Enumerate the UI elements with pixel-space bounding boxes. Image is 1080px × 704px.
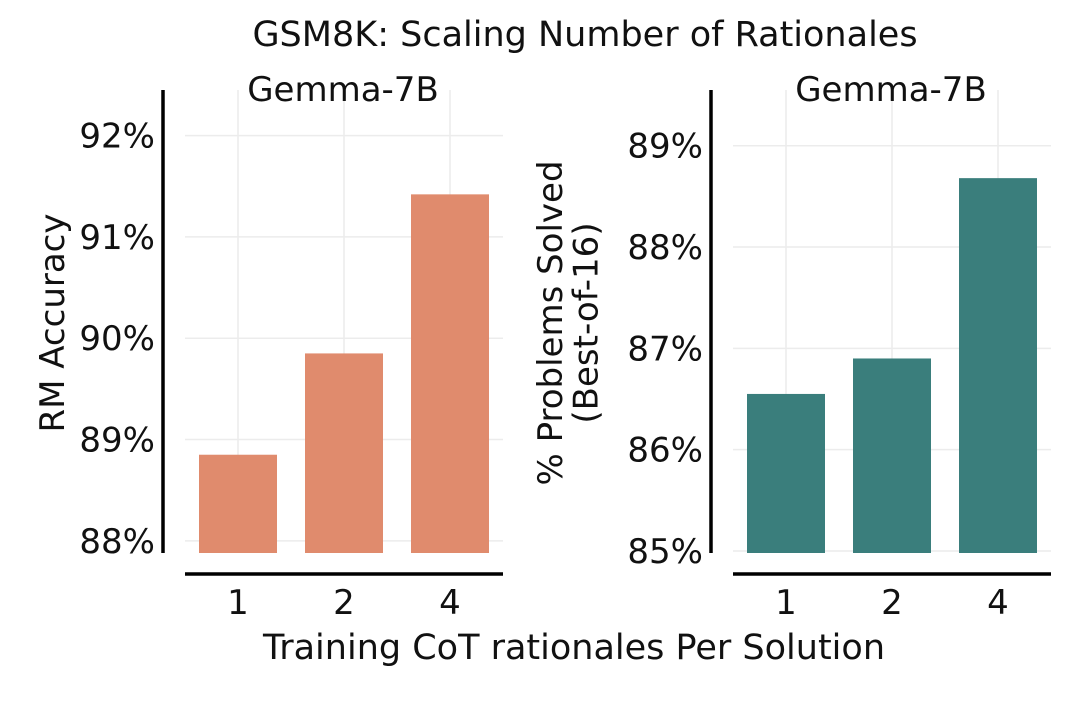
- y-axis-label: % Problems Solved(Best-of-16): [531, 160, 607, 485]
- x-tick-label: 1: [227, 583, 249, 623]
- y-tick-label: 91%: [79, 218, 155, 258]
- x-tick-label: 2: [881, 583, 903, 623]
- y-axis-label-line: RM Accuracy: [33, 214, 73, 433]
- y-axis-label-line: % Problems Solved: [531, 160, 571, 485]
- panel-title: Gemma-7B: [247, 70, 439, 110]
- y-tick-label: 90%: [79, 319, 155, 359]
- y-tick-label: 88%: [627, 228, 703, 268]
- bar-4: [959, 178, 1037, 554]
- x-tick-label: 2: [333, 583, 355, 623]
- bar-2: [853, 358, 931, 553]
- y-tick-label: 86%: [627, 431, 703, 471]
- y-tick-label: 89%: [79, 421, 155, 461]
- y-axis-label: RM Accuracy: [33, 214, 73, 433]
- shared-x-axis-label: Training CoT rationales Per Solution: [262, 628, 885, 668]
- x-tick-label: 1: [775, 583, 797, 623]
- bar-2: [305, 353, 383, 553]
- figure-title: GSM8K: Scaling Number of Rationales: [252, 15, 917, 55]
- bar-1: [747, 393, 825, 553]
- panel-title: Gemma-7B: [795, 70, 987, 110]
- bar-1: [199, 454, 277, 553]
- y-tick-label: 87%: [627, 329, 703, 369]
- chart-panel-problems-solved: 85% 86% 87% 88% 89% 1 2 4 Gemma-7B % Problems Sol…: [531, 70, 1051, 623]
- y-tick-label: 92%: [79, 117, 155, 157]
- y-tick-label: 88%: [79, 522, 155, 562]
- chart-panel-rm-accuracy: 88% 89% 90% 91% 92% 1 2 4 Gemma-7B RM Accuracy: [33, 70, 503, 623]
- bar-4: [411, 194, 489, 553]
- x-tick-label: 4: [987, 583, 1009, 623]
- x-tick-label: 4: [439, 583, 461, 623]
- y-tick-label: 89%: [627, 127, 703, 167]
- y-axis-label-line: (Best-of-16): [567, 222, 607, 423]
- y-tick-label: 85%: [627, 532, 703, 572]
